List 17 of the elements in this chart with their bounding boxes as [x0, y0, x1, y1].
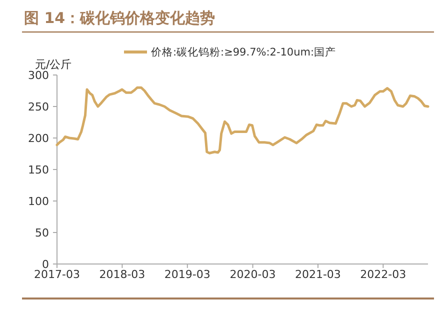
x-tick-label: 2021-03 [294, 268, 341, 281]
y-tick-label: 0 [42, 258, 49, 271]
y-tick-label: 50 [35, 226, 49, 240]
x-tick-label: 2022-03 [360, 268, 406, 281]
y-tick-label: 200 [28, 132, 49, 145]
legend-label: 价格:碳化钨粉:≥99.7%:2-10um:国产 [150, 46, 336, 59]
y-tick-label: 300 [28, 68, 49, 82]
y-tick-label: 250 [28, 100, 49, 114]
y-tick-label: 100 [28, 194, 49, 208]
x-tick-label: 2019-03 [164, 268, 210, 281]
chart-title: 图 14：碳化钨价格变化趋势 [24, 9, 216, 27]
x-tick-label: 2017-03 [34, 268, 80, 281]
line-series [56, 86, 430, 154]
x-tick-label: 2020-03 [230, 268, 276, 281]
y-tick-label: 150 [28, 163, 49, 176]
x-tick-label: 2018-03 [99, 268, 146, 281]
y-axis-title: 元/公斤 [35, 58, 72, 71]
